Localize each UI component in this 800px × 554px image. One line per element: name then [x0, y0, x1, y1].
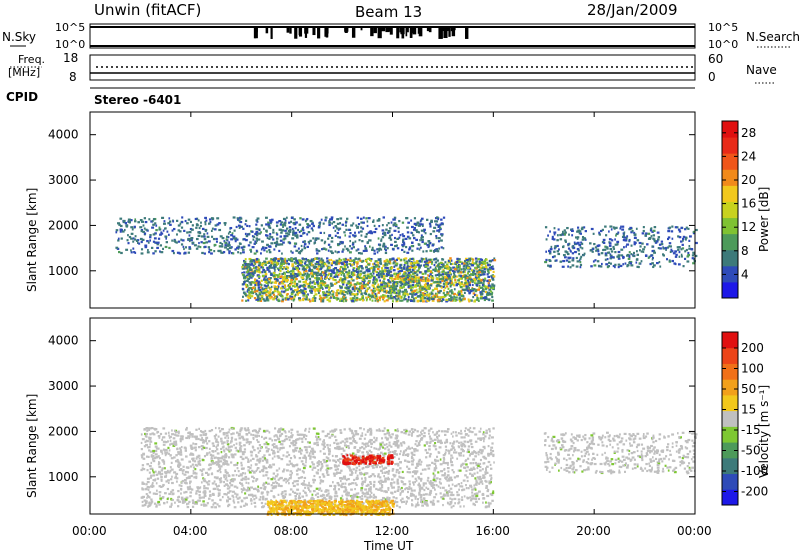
frequency-panel: Freq. [MHz] 18 8 60 0 Nave: [8, 51, 777, 84]
colorbar-tick-label: 200: [741, 341, 764, 355]
colorbar-swatch: [722, 201, 738, 219]
nsky-tick-bottom: 10^0: [55, 38, 85, 51]
colorbar-tick-label: -15: [741, 423, 761, 437]
range-tick-label: 1000: [48, 470, 79, 484]
time-tick-label: 04:00: [173, 524, 208, 538]
noise-trace: [253, 27, 469, 39]
cpid-label: CPID: [6, 90, 38, 104]
colorbar-tick-label: -200: [741, 485, 768, 499]
colorbar-swatch: [722, 137, 738, 154]
colorbar-tick-label: 24: [741, 149, 756, 163]
colorbar-tick-label: 12: [741, 220, 756, 234]
range-tick-label: 4000: [48, 334, 79, 348]
colorbar-swatch: [722, 347, 738, 364]
power-colorbar: 4 8 12 16 20 24 28: [721, 120, 756, 299]
nsearch-label: N.Search: [746, 30, 800, 44]
date-title: 28/Jan/2009: [587, 1, 678, 19]
colorbar-swatch: [722, 121, 738, 138]
power-panel: 1000 2000 3000 4000 Slant Range [km] 4 8 12 16…: [25, 111, 771, 309]
velocity-colorbar-label: Velocity [m s⁻¹]: [757, 385, 771, 478]
time-tick-label: 12:00: [375, 524, 410, 538]
colorbar-tick-label: 15: [741, 403, 756, 417]
colorbar-tick-label: -100: [741, 464, 768, 478]
time-tick-label: 16:00: [475, 524, 510, 538]
colorbar-swatch: [722, 363, 738, 380]
colorbar-swatch: [722, 457, 738, 475]
colorbar-swatch: [722, 394, 738, 412]
beam-title: Beam 13: [355, 3, 422, 21]
colorbar-swatch: [722, 153, 738, 170]
station-title: Unwin (fitACF): [94, 1, 201, 19]
freq-tick-top: 18: [63, 51, 78, 65]
colorbar-swatch: [722, 169, 738, 186]
colorbar-swatch: [722, 249, 738, 267]
nsky-tick-top: 10^5: [55, 21, 85, 34]
colorbar-swatch: [722, 426, 738, 443]
power-ylabel: Slant Range [km]: [25, 188, 39, 292]
colorbar-swatch: [722, 281, 738, 299]
colorbar-tick-label: -50: [741, 444, 761, 458]
time-tick-label: 00:00: [72, 524, 107, 538]
velocity-ylabel: Slant Range [km]: [25, 394, 39, 498]
time-axis: 00:00 04:00 08:00 12:00 16:00 20:00 00:00: [72, 112, 712, 538]
colorbar-swatch: [722, 265, 738, 283]
cpid-value: Stereo -6401: [94, 93, 181, 107]
colorbar-swatch: [722, 217, 738, 235]
time-tick-label: 00:00: [677, 524, 712, 538]
time-tick-label: 20:00: [576, 524, 611, 538]
colorbar-swatch: [722, 442, 738, 459]
colorbar-swatch: [722, 473, 738, 490]
colorbar-swatch: [722, 379, 738, 396]
range-tick-label: 4000: [48, 128, 79, 142]
nave-tick-top: 60: [708, 52, 723, 66]
velocity-colorbar: 200 100 50 15 -15 -50 -100 -200: [721, 331, 768, 506]
colorbar-swatch: [722, 185, 738, 202]
nave-tick-bottom: 0: [708, 70, 716, 84]
freq-tick-bottom: 8: [69, 70, 77, 84]
noise-panel: N.Sky 10^5 10^0 10^5 10^0 N.Search: [2, 21, 800, 51]
time-axis-label: Time UT: [363, 539, 414, 553]
colorbar-swatch: [722, 410, 738, 427]
colorbar-tick-label: 16: [741, 197, 756, 211]
nsearch-tick-top: 10^5: [708, 21, 738, 34]
nave-label: Nave: [746, 63, 777, 77]
colorbar-tick-label: 20: [741, 173, 756, 187]
colorbar-tick-label: 28: [741, 126, 756, 140]
colorbar-tick-label: 50: [741, 382, 756, 396]
power-echoes: [115, 216, 698, 303]
freq-label: Freq.: [18, 53, 45, 66]
colorbar-tick-label: 8: [741, 244, 749, 258]
range-tick-label: 3000: [48, 173, 79, 187]
colorbar-tick-label: 100: [741, 362, 764, 376]
range-tick-label: 3000: [48, 379, 79, 393]
range-tick-label: 1000: [48, 264, 79, 278]
nsearch-tick-bottom: 10^0: [708, 38, 738, 51]
range-tick-label: 2000: [48, 218, 79, 232]
time-tick-label: 08:00: [274, 524, 309, 538]
velocity-echoes: [140, 426, 698, 517]
colorbar-swatch: [722, 233, 738, 251]
colorbar-swatch: [722, 489, 738, 506]
nsky-label: N.Sky: [2, 30, 36, 44]
freq-unit-label: [MHz]: [8, 66, 40, 79]
colorbar-tick-label: 4: [741, 267, 749, 281]
range-tick-label: 2000: [48, 424, 79, 438]
colorbar-swatch: [722, 332, 738, 349]
power-colorbar-label: Power [dB]: [757, 187, 771, 252]
velocity-panel: 1000 2000 3000 4000 Slant Range [km] 200 100…: [25, 317, 771, 517]
